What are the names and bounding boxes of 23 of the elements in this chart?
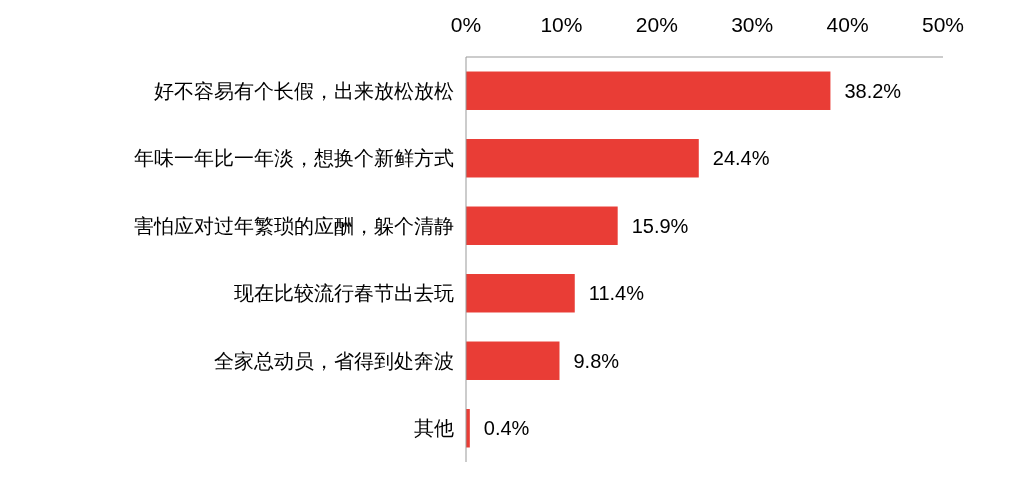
bar — [466, 71, 831, 110]
bar — [466, 206, 618, 245]
bar — [466, 341, 560, 380]
y-tick-label: 年味一年比一年淡，想换个新鲜方式 — [134, 147, 454, 170]
bar — [466, 139, 699, 178]
x-tick-label: 40% — [826, 13, 869, 36]
x-tick-label: 30% — [731, 13, 774, 36]
data-label: 38.2% — [844, 79, 902, 102]
x-tick-label: 20% — [635, 13, 678, 36]
x-tick-label: 50% — [921, 13, 965, 36]
data-label: 9.8% — [573, 349, 620, 372]
y-tick-label: 现在比较流行春节出去玩 — [234, 282, 454, 305]
x-tick-label: 0% — [450, 13, 482, 36]
y-tick-label: 全家总动员，省得到处奔波 — [214, 349, 454, 372]
data-label: 24.4% — [712, 147, 770, 170]
x-tick-label: 10% — [540, 13, 583, 36]
data-label: 0.4% — [483, 417, 530, 440]
data-label: 15.9% — [631, 214, 689, 237]
bar — [466, 274, 575, 313]
data-label: 11.4% — [588, 282, 645, 305]
y-tick-label: 害怕应对过年繁琐的应酬，躲个清静 — [134, 214, 454, 237]
y-tick-label: 其他 — [414, 417, 454, 440]
y-tick-label: 好不容易有个长假，出来放松放松 — [154, 79, 454, 102]
